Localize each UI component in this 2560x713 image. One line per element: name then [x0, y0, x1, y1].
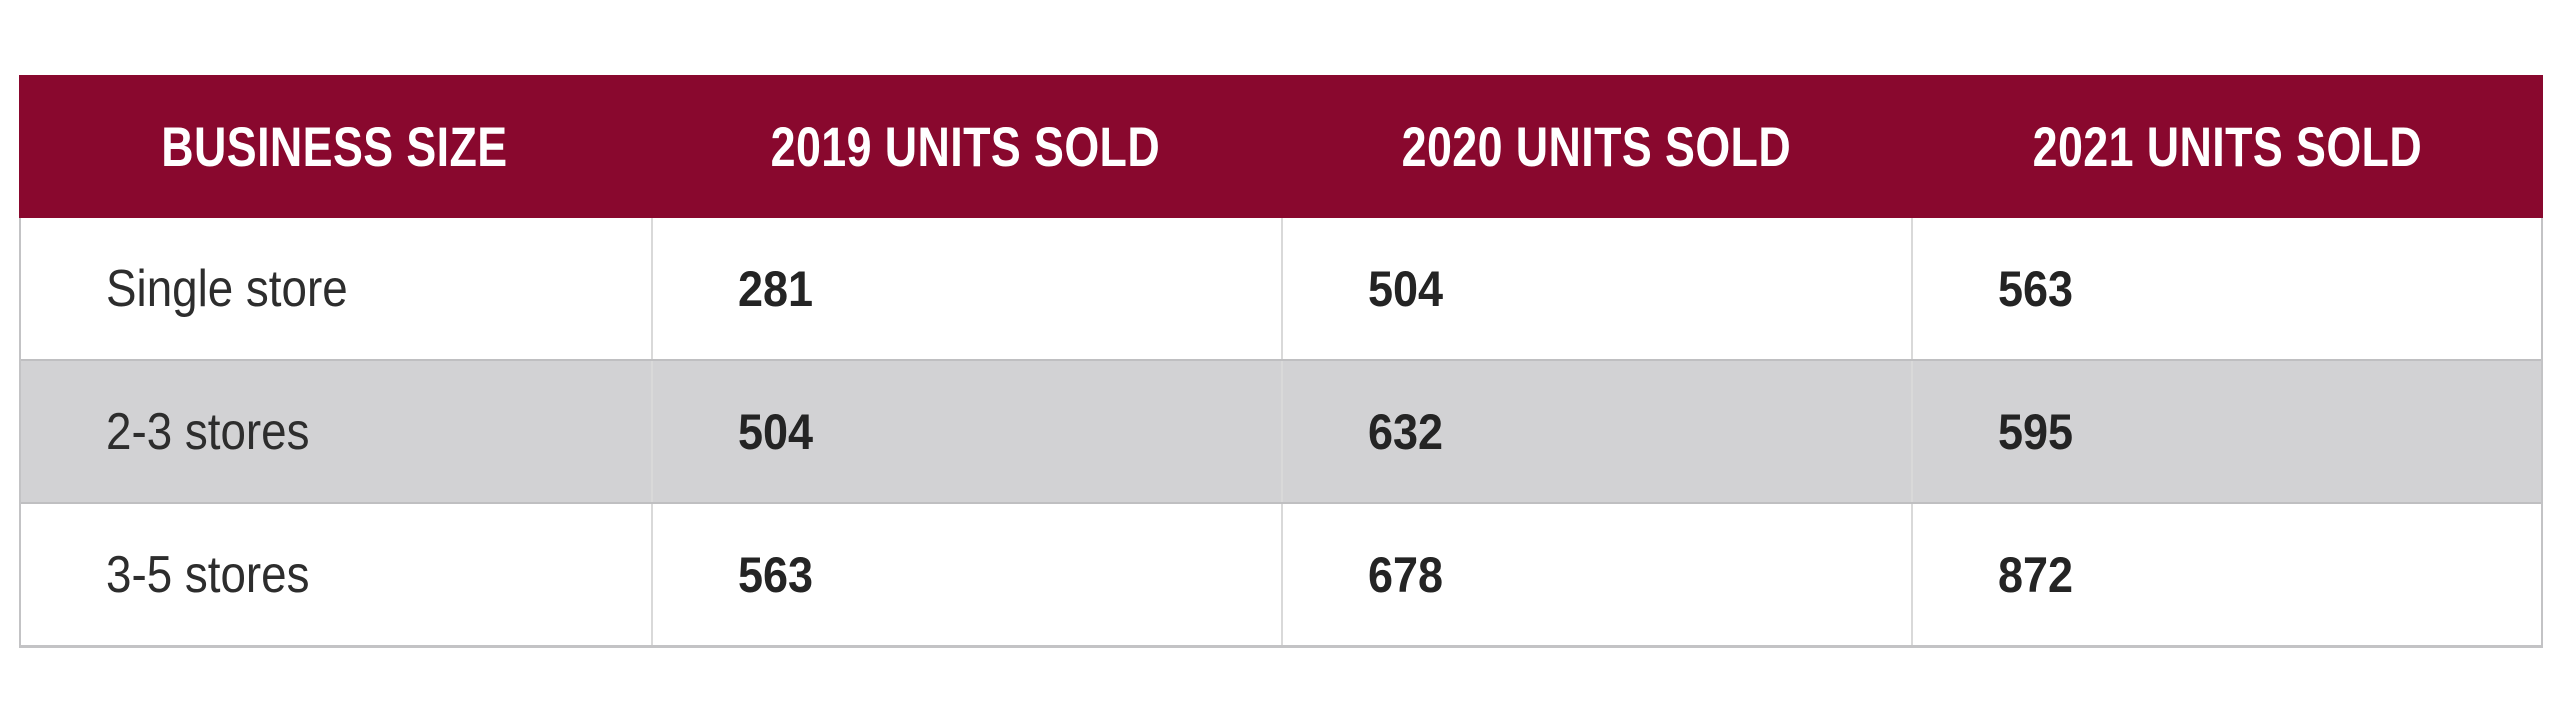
cell-2021-value: 563 [1911, 218, 2541, 359]
header-label-2021-units-sold: 2021 UNITS SOLD [2032, 115, 2423, 178]
header-cell-2020-units-sold: 2020 UNITS SOLD [1281, 75, 1912, 218]
value-2019: 563 [738, 546, 814, 603]
table-header-row: BUSINESS SIZE 2019 UNITS SOLD 2020 UNITS… [19, 75, 2543, 218]
cell-business-size: Single store [21, 218, 651, 359]
row-label: 3-5 stores [106, 545, 310, 604]
cell-2019-value: 281 [651, 218, 1281, 359]
header-cell-2021-units-sold: 2021 UNITS SOLD [1912, 75, 2543, 218]
value-2021: 563 [1998, 260, 2074, 317]
row-label: Single store [106, 259, 348, 318]
header-label-2020-units-sold: 2020 UNITS SOLD [1401, 115, 1792, 178]
row-label: 2-3 stores [106, 402, 310, 461]
value-2020: 504 [1368, 260, 1444, 317]
value-2021: 595 [1998, 403, 2074, 460]
table-row-single-store: Single store 281 504 563 [21, 218, 2541, 359]
value-2019: 281 [738, 260, 814, 317]
value-2019: 504 [738, 403, 814, 460]
value-2020: 678 [1368, 546, 1444, 603]
cell-2021-value: 595 [1911, 361, 2541, 502]
value-2021: 872 [1998, 546, 2074, 603]
cell-2020-value: 678 [1281, 504, 1911, 645]
header-cell-business-size: BUSINESS SIZE [19, 75, 650, 218]
units-sold-table: BUSINESS SIZE 2019 UNITS SOLD 2020 UNITS… [19, 75, 2543, 648]
header-cell-2019-units-sold: 2019 UNITS SOLD [650, 75, 1281, 218]
cell-2019-value: 504 [651, 361, 1281, 502]
table-row-3-5-stores: 3-5 stores 563 678 872 [21, 502, 2541, 645]
value-2020: 632 [1368, 403, 1444, 460]
header-label-business-size: BUSINESS SIZE [161, 115, 508, 178]
table-row-2-3-stores: 2-3 stores 504 632 595 [21, 359, 2541, 502]
cell-2021-value: 872 [1911, 504, 2541, 645]
cell-business-size: 2-3 stores [21, 361, 651, 502]
cell-2020-value: 504 [1281, 218, 1911, 359]
cell-2019-value: 563 [651, 504, 1281, 645]
header-label-2019-units-sold: 2019 UNITS SOLD [770, 115, 1161, 178]
cell-business-size: 3-5 stores [21, 504, 651, 645]
cell-2020-value: 632 [1281, 361, 1911, 502]
table-body: Single store 281 504 563 2-3 stores 504 … [19, 218, 2543, 648]
